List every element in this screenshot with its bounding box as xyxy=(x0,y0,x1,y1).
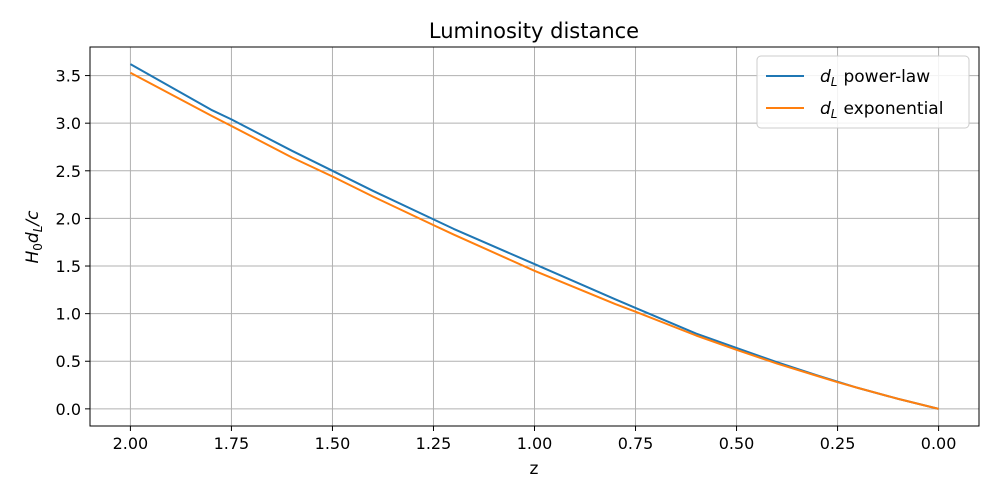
x-tick-label: 1.00 xyxy=(517,434,553,453)
x-tick-label: 2.00 xyxy=(113,434,149,453)
y-tick-label: 0.5 xyxy=(56,352,81,371)
legend-box xyxy=(756,55,970,129)
legend-label-power-law: dL power-law xyxy=(820,67,930,89)
x-tick-label: 1.25 xyxy=(416,434,452,453)
y-tick-label: 0.0 xyxy=(56,400,81,419)
axis-ticks: 2.00 1.75 1.50 1.25 1.00 0.75 0.50 0.25 0.00 0.0 0… xyxy=(56,67,957,453)
x-axis-label: z xyxy=(530,459,539,479)
x-tick-label: 0.25 xyxy=(820,434,856,453)
chart-title: Luminosity distance xyxy=(429,19,639,43)
x-tick-label: 0.75 xyxy=(618,434,654,453)
y-tick-label: 1.0 xyxy=(56,305,81,324)
y-tick-label: 2.5 xyxy=(56,162,81,181)
legend-label-exponential: dL exponential xyxy=(820,99,943,121)
x-tick-label: 1.50 xyxy=(315,434,351,453)
y-tick-label: 3.0 xyxy=(56,114,81,133)
legend: dL power-law dL exponential xyxy=(756,55,970,129)
y-tick-label: 1.5 xyxy=(56,257,81,276)
y-tick-label: 2.0 xyxy=(56,209,81,228)
y-tick-label: 3.5 xyxy=(56,67,81,86)
series-line-exponential xyxy=(129,71,939,410)
series-lines xyxy=(129,63,939,410)
y-axis-label: H0dL/c xyxy=(23,210,45,264)
x-tick-label: 0.50 xyxy=(719,434,755,453)
x-tick-label: 0.00 xyxy=(921,434,957,453)
x-tick-label: 1.75 xyxy=(214,434,250,453)
